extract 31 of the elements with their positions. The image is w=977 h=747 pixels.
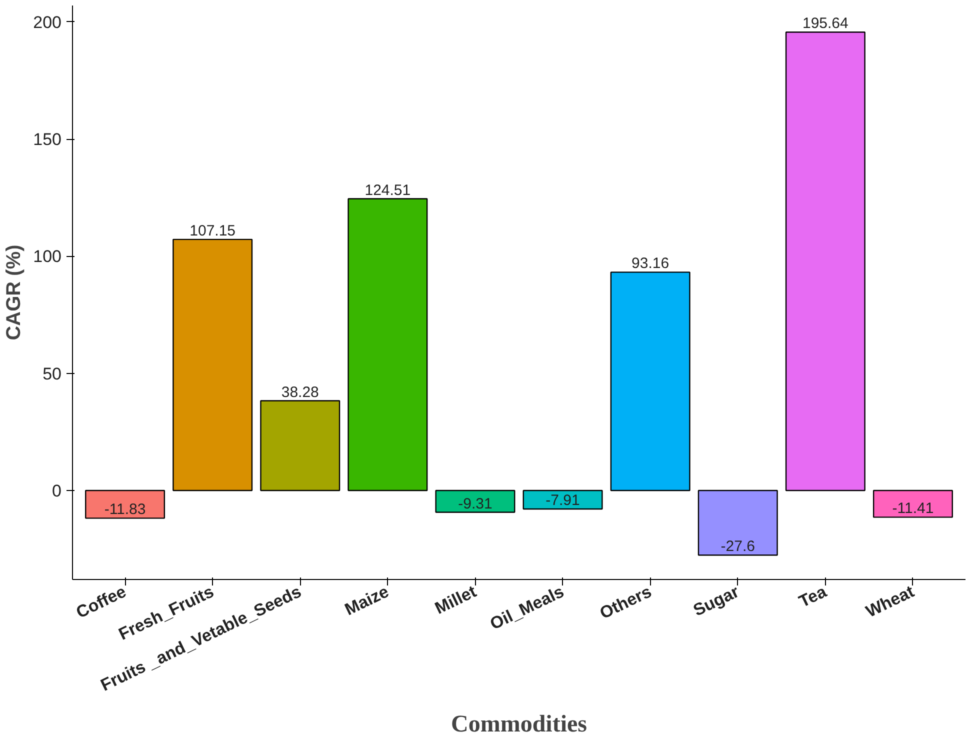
- data-label: 93.16: [632, 255, 670, 272]
- data-label: 195.64: [802, 15, 848, 32]
- data-label: -11.41: [892, 500, 934, 518]
- bar: [522, 490, 603, 510]
- x-tick-label: Maize: [342, 582, 392, 620]
- data-label: -11.83: [104, 501, 146, 518]
- y-axis-title: CAGR (%): [3, 244, 26, 340]
- y-tick-label: 50: [42, 364, 62, 384]
- data-label: 124.51: [364, 182, 411, 199]
- bar: [610, 272, 690, 492]
- bar: [872, 490, 953, 518]
- y-tick-label: 150: [33, 130, 62, 150]
- bar: [435, 490, 516, 513]
- data-label: 38.28: [281, 384, 319, 401]
- data-label: -9.31: [458, 495, 492, 512]
- bar: [85, 490, 166, 519]
- bar: [348, 198, 428, 492]
- x-tick-label: Sugar: [690, 582, 742, 620]
- bar: [785, 32, 866, 492]
- data-label: -7.91: [546, 492, 580, 510]
- x-tick-label: Tea: [796, 582, 830, 612]
- bar: [260, 400, 340, 492]
- y-tick-label: 100: [33, 247, 62, 266]
- data-label: 107.15: [190, 222, 236, 240]
- x-tick-label: Millet: [432, 582, 480, 618]
- bar: [172, 238, 253, 492]
- x-axis-title: Commodities: [451, 711, 587, 738]
- bar: [698, 490, 778, 556]
- y-tick-label: 0: [52, 481, 62, 500]
- y-tick-label: 200: [33, 12, 62, 32]
- data-label: -27.6: [720, 538, 755, 556]
